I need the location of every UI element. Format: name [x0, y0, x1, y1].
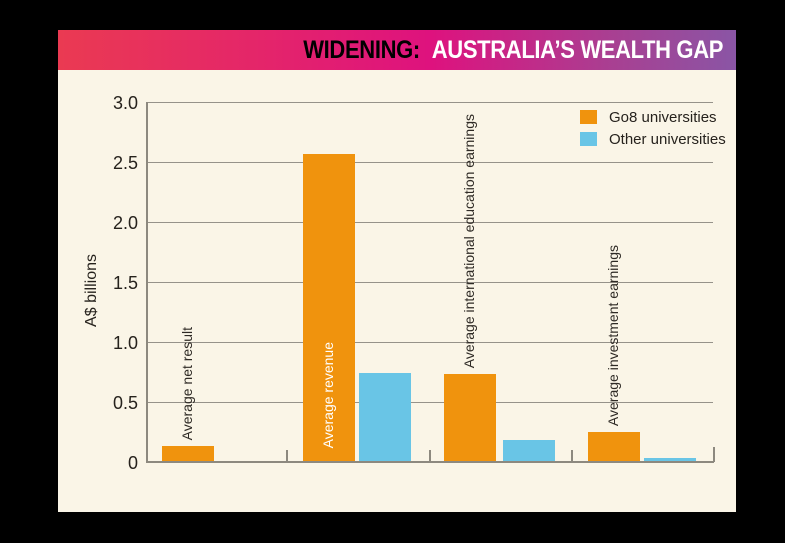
x-axis-tick-3 [713, 447, 715, 462]
x-axis-tick-1 [429, 450, 431, 462]
gridline-1.5 [147, 282, 713, 283]
category-label-average-revenue: Average revenue [320, 341, 336, 448]
y-tick-label-1.5: 1.5 [112, 273, 138, 293]
y-tick-label-0.5: 0.5 [112, 393, 138, 413]
bar-other-universities-average-international-education-earnings [503, 440, 555, 462]
y-tick-label-3.0: 3.0 [112, 93, 138, 113]
bar-go8-universities-average-investment-earnings [588, 432, 640, 462]
category-label-average-net-result: Average net result [179, 327, 195, 441]
bar-other-universities-average-investment-earnings [644, 458, 696, 462]
gridline-3.0 [147, 102, 713, 103]
y-tick-label-2.5: 2.5 [112, 153, 138, 173]
legend-row-go8: Go8 universities [580, 106, 726, 128]
gridline-1.0 [147, 342, 713, 343]
y-tick-label-2.0: 2.0 [112, 213, 138, 233]
x-axis-line [146, 461, 714, 463]
legend-row-other: Other universities [580, 128, 726, 150]
y-tick-label-0: 0 [127, 453, 138, 473]
gridline-2.0 [147, 222, 713, 223]
bar-go8-universities-average-net-result [162, 446, 214, 462]
x-axis-tick-0 [286, 450, 288, 462]
category-label-average-international-education-earnings: Average international education earnings [461, 114, 477, 369]
bar-other-universities-average-revenue [359, 373, 411, 462]
legend: Go8 universities Other universities [580, 106, 726, 150]
header-banner: WIDENING: AUSTRALIA’S WEALTH GAP [58, 30, 736, 70]
chart-panel: WIDENING: AUSTRALIA’S WEALTH GAP A$ bill… [58, 30, 736, 512]
legend-label-other: Other universities [609, 130, 726, 148]
legend-swatch-other [580, 132, 597, 146]
y-tick-label-1.0: 1.0 [112, 333, 138, 353]
gridline-0.5 [147, 402, 713, 403]
legend-swatch-go8 [580, 110, 597, 124]
bar-go8-universities-average-revenue [303, 153, 355, 462]
bar-go8-universities-average-international-education-earnings [444, 374, 496, 462]
y-axis-line [146, 102, 148, 462]
title-kicker: WIDENING: [303, 36, 420, 64]
gridline-2.5 [147, 162, 713, 163]
legend-label-go8: Go8 universities [609, 108, 717, 126]
category-label-average-investment-earnings: Average investment earnings [605, 244, 621, 426]
title-main: AUSTRALIA’S WEALTH GAP [431, 36, 724, 64]
page-title: WIDENING: AUSTRALIA’S WEALTH GAP [303, 30, 723, 70]
x-axis-tick-2 [571, 450, 573, 462]
